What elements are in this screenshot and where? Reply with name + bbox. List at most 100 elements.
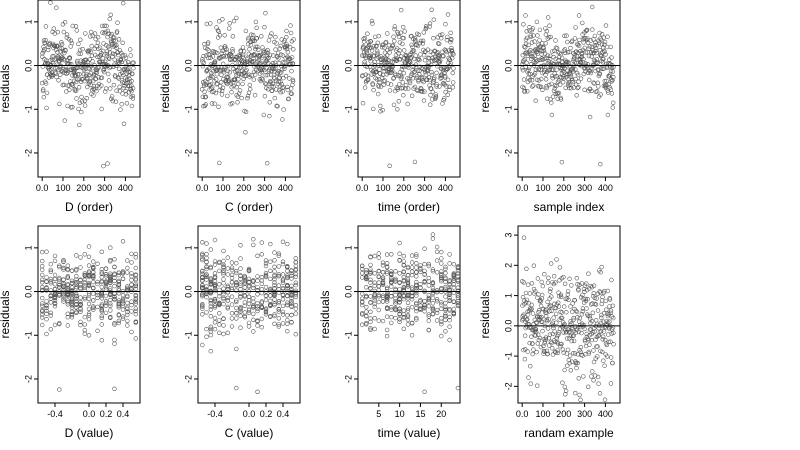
data-point — [276, 322, 281, 327]
data-point — [125, 285, 130, 291]
data-point — [280, 277, 286, 282]
y-tick-label: -2 — [23, 149, 33, 157]
data-point — [575, 315, 580, 320]
data-point — [212, 101, 217, 106]
data-point — [289, 68, 294, 74]
data-point — [260, 45, 265, 50]
data-point — [289, 91, 294, 97]
data-point — [95, 281, 100, 287]
y-tick-label: 1 — [503, 293, 513, 298]
data-point — [270, 81, 275, 86]
data-point — [272, 76, 277, 81]
data-point — [443, 300, 448, 306]
data-point — [597, 329, 603, 335]
data-point — [108, 277, 113, 282]
data-point — [430, 269, 436, 274]
data-point — [99, 106, 104, 112]
data-point — [422, 302, 427, 307]
data-point — [594, 88, 600, 94]
data-point — [285, 268, 290, 274]
data-point — [52, 272, 58, 278]
data-point — [103, 274, 109, 279]
data-point — [208, 55, 213, 60]
data-point — [369, 18, 375, 24]
data-point — [265, 86, 271, 92]
data-point — [95, 40, 101, 45]
data-point — [550, 352, 556, 357]
data-point — [608, 68, 614, 74]
data-point — [69, 296, 75, 301]
data-point — [570, 79, 575, 85]
data-point — [425, 64, 431, 70]
data-point — [360, 312, 365, 317]
data-point — [289, 86, 294, 91]
data-point — [414, 265, 419, 270]
data-point — [376, 307, 381, 313]
data-point — [91, 307, 96, 312]
data-point — [589, 4, 595, 10]
data-point — [582, 87, 587, 93]
x-tick-label: 400 — [438, 183, 453, 193]
data-point — [546, 82, 552, 88]
data-point — [44, 317, 49, 322]
data-point — [82, 272, 88, 278]
data-point — [238, 287, 243, 292]
data-point — [567, 276, 572, 281]
data-point — [133, 308, 139, 314]
data-point — [60, 22, 66, 27]
data-point — [419, 88, 424, 94]
data-point — [362, 85, 368, 90]
data-point — [57, 293, 62, 298]
data-point — [59, 42, 65, 47]
x-tick-label: 400 — [278, 183, 293, 193]
data-point — [589, 374, 594, 379]
data-point — [430, 301, 436, 306]
data-point — [409, 253, 415, 258]
data-point — [591, 283, 597, 288]
data-point — [217, 268, 222, 274]
data-point — [361, 44, 366, 49]
data-point — [590, 27, 595, 32]
data-point — [561, 304, 567, 309]
data-point — [44, 302, 49, 308]
data-point — [293, 290, 298, 295]
data-point — [537, 27, 543, 33]
data-point — [450, 50, 455, 56]
data-point — [253, 19, 259, 25]
data-point — [220, 17, 225, 22]
data-point — [575, 72, 581, 78]
data-point — [535, 295, 540, 300]
data-point — [216, 104, 221, 110]
data-point — [368, 39, 374, 44]
data-point — [426, 295, 431, 301]
data-point — [116, 66, 122, 72]
data-point — [411, 48, 417, 53]
data-point — [95, 290, 100, 295]
data-point — [289, 276, 294, 281]
data-point — [268, 298, 273, 303]
data-point — [259, 281, 264, 286]
data-point — [57, 321, 62, 326]
data-point — [590, 369, 595, 374]
data-point — [282, 60, 287, 65]
data-point — [576, 13, 582, 18]
data-point — [572, 60, 577, 65]
data-point — [111, 82, 117, 88]
data-point — [268, 259, 273, 264]
data-point — [570, 333, 576, 339]
data-point — [552, 71, 557, 76]
data-point — [430, 97, 435, 102]
data-point — [359, 53, 365, 58]
data-point — [409, 290, 415, 295]
data-point — [255, 389, 260, 394]
data-point — [230, 47, 235, 52]
data-point — [544, 29, 550, 34]
data-point — [95, 328, 100, 333]
data-point — [293, 256, 298, 261]
data-point — [268, 268, 273, 273]
plot-frame — [197, 0, 301, 178]
data-point — [599, 315, 604, 320]
data-point — [608, 310, 613, 315]
data-point — [230, 49, 235, 54]
data-point — [125, 293, 130, 298]
